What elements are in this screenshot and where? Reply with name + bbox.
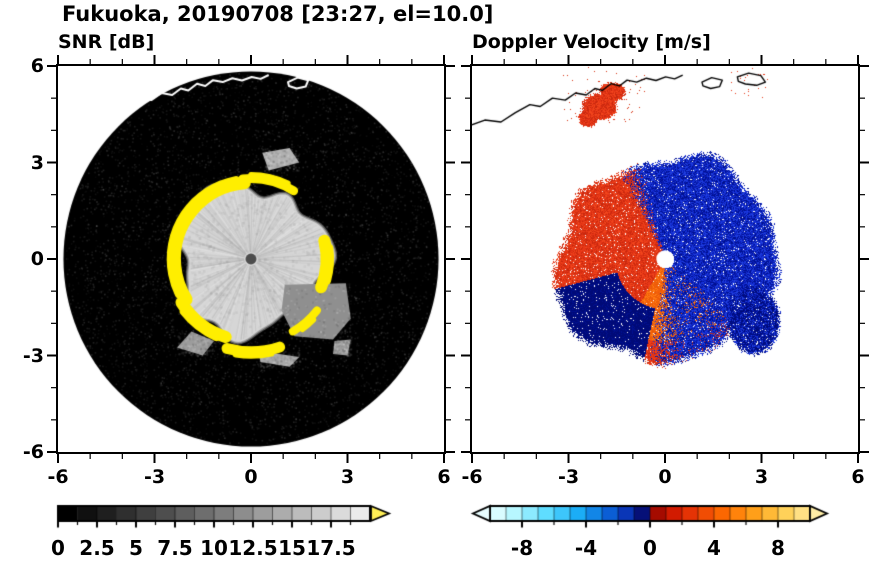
snr-colorbar-tick-label: 10 <box>200 536 228 560</box>
x-tick-label: 6 <box>437 466 451 488</box>
x-tick-label: 0 <box>244 466 258 488</box>
snr-colorbar <box>56 504 396 530</box>
doppler-plot-frame <box>470 64 860 454</box>
snr-panel-title: SNR [dB] <box>58 31 155 53</box>
snr-colorbar-tick-label: 17.5 <box>306 536 356 560</box>
snr-colorbar-tick-label: 0 <box>51 536 65 560</box>
doppler-colorbar-tick-label: 4 <box>707 536 721 560</box>
doppler-colorbar-tick-label: 0 <box>643 536 657 560</box>
x-tick-label: -6 <box>47 466 69 488</box>
snr-radar-image <box>58 66 444 452</box>
doppler-colorbar-tick-label: 8 <box>771 536 785 560</box>
snr-colorbar-tick-label: 2.5 <box>79 536 115 560</box>
x-tick-label: -3 <box>143 466 166 488</box>
snr-colorbar-tick-label: 5 <box>129 536 143 560</box>
x-tick-label: -3 <box>557 466 580 488</box>
y-tick-label: -3 <box>22 344 44 367</box>
snr-colorbar-tick-label: 12.5 <box>228 536 278 560</box>
y-tick-label: 0 <box>30 248 44 270</box>
x-tick-label: 0 <box>658 466 672 488</box>
doppler-colorbar <box>470 504 830 530</box>
y-tick-label: -6 <box>22 441 44 463</box>
doppler-radar-image <box>472 66 858 452</box>
snr-plot-frame <box>56 64 446 454</box>
snr-colorbar-tick-label: 15 <box>278 536 306 560</box>
x-tick-label: -6 <box>461 466 483 488</box>
x-tick-label: 3 <box>754 466 769 488</box>
x-tick-label: 6 <box>851 466 865 488</box>
doppler-panel-title: Doppler Velocity [m/s] <box>472 31 711 53</box>
figure-title: Fukuoka, 20190708 [23:27, el=10.0] <box>62 2 494 26</box>
y-tick-label: 3 <box>30 151 44 174</box>
doppler-colorbar-tick-label: -4 <box>574 536 598 560</box>
y-tick-label: 6 <box>30 55 44 77</box>
x-tick-label: 3 <box>340 466 355 488</box>
doppler-colorbar-tick-label: -8 <box>510 536 534 560</box>
snr-colorbar-tick-label: 7.5 <box>157 536 193 560</box>
